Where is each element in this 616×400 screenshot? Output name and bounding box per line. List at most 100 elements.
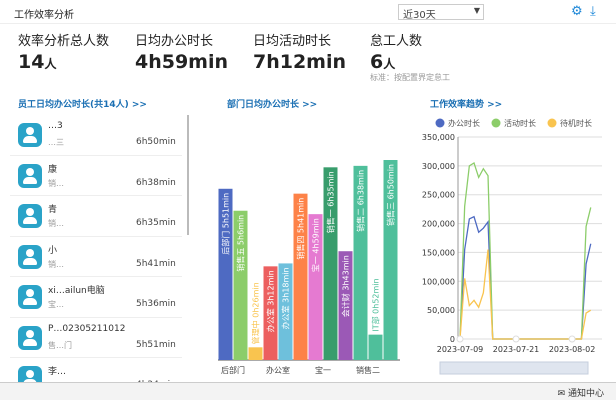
gear-icon[interactable]: ⚙ bbox=[571, 4, 583, 19]
stat-unit: 人 bbox=[44, 57, 57, 71]
list-item[interactable]: P…02305211012 售…门 5h51min bbox=[10, 318, 182, 358]
stat-label: 效率分析总人数 bbox=[18, 34, 110, 49]
list-item[interactable]: xi…ailun电脑 宝… 5h36min bbox=[10, 277, 182, 318]
stat-unit: 人 bbox=[383, 57, 396, 71]
bar bbox=[353, 165, 368, 360]
employees-link[interactable]: 员工日均办公时长(共14人) >> bbox=[18, 100, 147, 110]
avatar-icon bbox=[18, 244, 42, 269]
stat-active: 日均活动时长 7h12min bbox=[253, 30, 346, 73]
x-tick-label: 2023-07-09 bbox=[437, 345, 484, 354]
trend-line-chart: 0 50,000 100,000 150,000 200,000 250,000 300,0… bbox=[422, 118, 602, 375]
bar bbox=[278, 263, 293, 360]
employee-dept: 销… bbox=[48, 219, 64, 228]
employee-name: P…02305211012 bbox=[48, 323, 126, 334]
x-marker bbox=[512, 335, 520, 343]
x-marker bbox=[568, 335, 576, 343]
bar bbox=[323, 167, 338, 360]
employee-time: 6h35min bbox=[136, 218, 176, 228]
legend-marker bbox=[435, 118, 445, 128]
employee-time: 5h51min bbox=[136, 339, 176, 350]
employee-dept: …三 bbox=[48, 138, 64, 147]
x-tick-label: 办公室 bbox=[266, 365, 290, 375]
bar bbox=[308, 214, 323, 360]
employee-name: xi…ailun电脑 bbox=[48, 286, 105, 296]
y-tick-label: 250,000 bbox=[422, 191, 455, 200]
range-value: 近30天 bbox=[403, 10, 436, 21]
employee-dept: 销… bbox=[48, 259, 64, 269]
scrollbar[interactable] bbox=[187, 115, 189, 235]
bar bbox=[338, 251, 353, 360]
employee-name: …3 bbox=[48, 121, 63, 131]
employee-dept: 宝… bbox=[48, 300, 64, 309]
data-label: 办公室 3h12min bbox=[266, 270, 276, 332]
data-label: 会计财 3h43min bbox=[341, 255, 351, 317]
series-line bbox=[459, 161, 592, 340]
notify-center-button[interactable]: ✉ 通知中心 bbox=[557, 389, 604, 399]
list-item[interactable]: …3 …三 6h50min bbox=[10, 115, 182, 156]
page-title: 工作效率分析 bbox=[14, 10, 74, 21]
stat-value: 4h59min bbox=[135, 51, 229, 73]
stat-label: 日均办公时长 bbox=[135, 34, 214, 49]
legend-label: 办公时长 bbox=[448, 118, 480, 128]
employee-name: 康 bbox=[48, 164, 58, 175]
employee-name: 青 bbox=[48, 205, 58, 215]
stat-office: 日均办公时长 4h59min bbox=[135, 30, 228, 73]
legend-marker bbox=[491, 118, 501, 128]
legend-label: 活动时长 bbox=[504, 118, 536, 128]
x-tick-label: 2023-07-21 bbox=[493, 345, 540, 354]
list-item[interactable]: 小销… 5h41min bbox=[10, 237, 182, 277]
stat-label: 怠工人数 bbox=[370, 34, 423, 49]
avatar-icon bbox=[18, 123, 42, 147]
bar bbox=[218, 188, 233, 360]
notify-center-label: 通知中心 bbox=[567, 389, 604, 399]
employee-time: 5h41min bbox=[136, 258, 176, 269]
data-label: 销售四 5h41min bbox=[296, 198, 306, 260]
stat-total: 效率分析总人数 14人 bbox=[18, 30, 109, 73]
employee-name: 李… bbox=[48, 367, 67, 377]
x-tick-label: 销售二 bbox=[356, 365, 380, 375]
employee-dept: 售…门 bbox=[48, 340, 72, 350]
avatar-icon bbox=[18, 204, 42, 228]
x-marker bbox=[456, 335, 464, 343]
x-tick-label: 宝一 bbox=[315, 365, 331, 375]
employee-name: 小 bbox=[48, 245, 58, 256]
trend-link[interactable]: 工作效率趋势 >> bbox=[430, 100, 503, 110]
zoom-slider bbox=[439, 361, 589, 375]
employee-time: 6h38min bbox=[136, 177, 176, 188]
chevron-down-icon: ▼ bbox=[473, 6, 480, 15]
y-tick-label: 350,000 bbox=[422, 133, 455, 142]
data-label: IT部 0h52min bbox=[371, 278, 381, 331]
bar bbox=[248, 347, 263, 360]
y-tick-label: 300,000 bbox=[422, 162, 455, 171]
download-icon[interactable]: ⤓ bbox=[590, 4, 596, 19]
data-label: 管理中 0h26min bbox=[251, 282, 261, 344]
avatar-icon bbox=[18, 325, 42, 350]
list-item[interactable]: 李…4h24min bbox=[10, 358, 182, 385]
bar bbox=[293, 193, 308, 360]
employee-time: 5h36min bbox=[136, 299, 176, 309]
data-label: 销售二 6h38min bbox=[356, 170, 366, 232]
stat-label: 日均活动时长 bbox=[253, 34, 332, 49]
legend-marker bbox=[547, 118, 557, 128]
y-tick-label: 100,000 bbox=[422, 277, 455, 286]
bar bbox=[263, 266, 278, 360]
departments-link[interactable]: 部门日均办公时长 >> bbox=[227, 100, 318, 110]
data-label: 后部门 5h51min bbox=[221, 193, 231, 255]
list-item[interactable]: 青销… 6h35min bbox=[10, 196, 182, 237]
bar bbox=[368, 334, 383, 360]
x-tick-label: 后部门 bbox=[221, 365, 245, 375]
y-tick-label: 50,000 bbox=[427, 306, 455, 315]
list-item[interactable]: 康销… 6h38min bbox=[10, 156, 182, 196]
employee-time: 6h50min bbox=[136, 137, 176, 147]
data-label: 办公室 3h18min bbox=[281, 267, 291, 329]
header: 工作效率分析 近30天 ▼ ⚙ ⤓ bbox=[0, 0, 616, 24]
employee-dept: 销… bbox=[48, 178, 64, 188]
data-label: 宝一 4h59min bbox=[311, 218, 321, 272]
range-select[interactable]: 近30天 ▼ bbox=[398, 4, 484, 21]
bar bbox=[383, 160, 398, 360]
series-line bbox=[459, 249, 592, 340]
y-tick-label: 0 bbox=[450, 335, 455, 344]
department-bar-chart: 后部门 5h51min 销售五 5h6min 管理中 0h26min 办公室 3h12… bbox=[218, 160, 400, 375]
bar bbox=[233, 210, 248, 360]
y-tick-label: 200,000 bbox=[422, 220, 455, 229]
